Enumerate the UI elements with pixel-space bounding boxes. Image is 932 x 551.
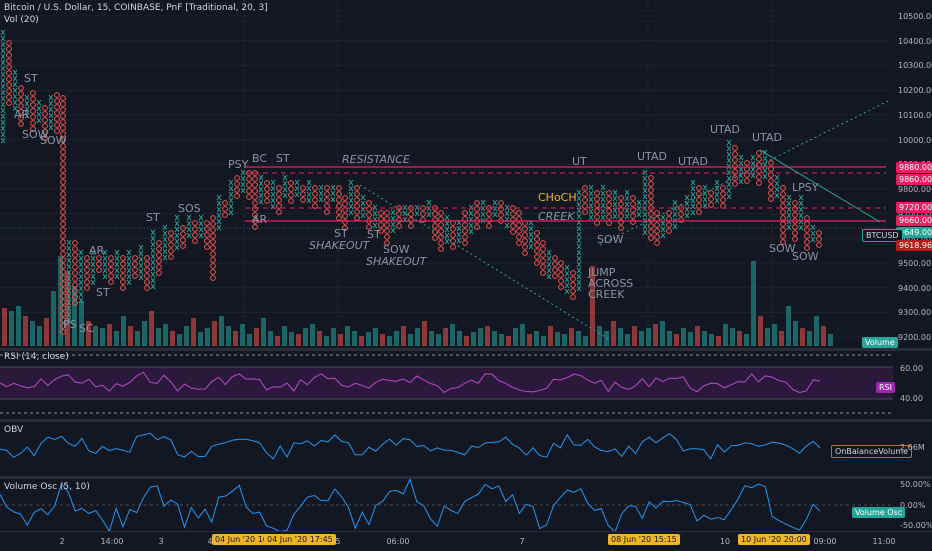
symbol-tag[interactable]: BTCUSD	[862, 229, 903, 242]
annotation-shakeout: SHAKEOUT	[366, 255, 427, 268]
vosc-tag: Volume Osc	[852, 507, 906, 518]
creek-price-tag: 9660.00	[896, 215, 932, 226]
vosc-title[interactable]: Volume Osc (5, 10)	[4, 482, 90, 492]
pane-separator[interactable]	[0, 419, 932, 422]
chart-title: Bitcoin / U.S. Dollar, 15, COINBASE, PnF…	[4, 3, 268, 13]
time-label: 5	[335, 537, 341, 546]
price-axis-label: 10400.00	[898, 36, 932, 46]
annotation-st: ST	[24, 72, 38, 85]
annotation-utad: UTAD	[637, 150, 667, 163]
annotation-ut: UT	[572, 155, 587, 168]
pane-separator[interactable]	[0, 348, 932, 351]
main-chart-pane[interactable]: Bitcoin / U.S. Dollar, 15, COINBASE, PnF…	[0, 0, 932, 348]
low-price-tag: 9618.96	[896, 240, 932, 251]
obv-canvas	[0, 432, 821, 460]
annotation-ar: AR	[89, 244, 105, 257]
annotation-ar: AR	[14, 108, 30, 121]
annotation-sow: SOW	[22, 128, 49, 141]
time-label: 7	[519, 537, 525, 546]
annotation-sos: SOS	[178, 202, 201, 215]
annotation-ar: AR	[252, 213, 268, 226]
annotation-utad: UTAD	[752, 131, 782, 144]
vosc-axis-0: 0.00%	[900, 501, 926, 510]
time-label: 2	[59, 537, 65, 546]
obv-title[interactable]: OBV	[4, 425, 24, 435]
vosc-axis-50: 50.00%	[900, 480, 931, 489]
annotation-st: ST	[367, 228, 381, 241]
obv-tag: OnBalanceVolume	[831, 445, 913, 458]
obv-pane[interactable]: OBV OnBalanceVolume 2.66M	[0, 422, 932, 476]
last-price-tag: 9649.00	[896, 227, 932, 238]
annotation-sow: SOW	[597, 233, 624, 246]
time-highlight-tag: 08 Jun '20 15:15	[608, 534, 680, 545]
annotation-jump: JUMP	[588, 266, 616, 279]
time-highlight-tag: 10 Jun '20 20:00	[738, 534, 810, 545]
annotation-sow: SOW	[40, 134, 67, 147]
time-label: 11:00	[872, 537, 896, 546]
volume-indicator-label[interactable]: Vol (20)	[4, 15, 39, 25]
vosc-canvas	[0, 479, 893, 531]
annotation-sc: SC	[79, 322, 94, 335]
time-label: 3	[158, 537, 164, 546]
time-label: 14:00	[100, 537, 124, 546]
rsi-tag: RSI	[876, 382, 895, 393]
annotation-utad: UTAD	[678, 155, 708, 168]
price-axis-label: 9200.00	[898, 333, 932, 343]
pnf-chart-canvas[interactable]	[0, 0, 932, 348]
obv-value: 2.66M	[900, 443, 925, 452]
rsi-axis-40: 40.00	[900, 394, 923, 403]
vosc-axis-minus50: -50.00%	[900, 521, 932, 530]
annotation-utad: UTAD	[710, 123, 740, 136]
price-axis-label: 9800.00	[898, 184, 932, 194]
annotation-st: ST	[276, 152, 290, 165]
price-axis-label: 10100.00	[898, 110, 932, 120]
annotation-shakeout: SHAKEOUT	[309, 239, 370, 252]
time-axis[interactable]	[0, 531, 932, 551]
trendline-dotted-down	[359, 184, 611, 341]
annotation-resistance: RESISTANCE	[342, 153, 410, 166]
annotation-across: ACROSS	[588, 277, 634, 290]
annotation-sow: SOW	[792, 250, 819, 263]
price-axis-label: 10300.00	[898, 61, 932, 71]
time-label: 09:00	[813, 537, 837, 546]
annotation-st: ST	[334, 227, 348, 240]
annotation-ps: PS	[63, 318, 77, 331]
price-axis-label: 9400.00	[898, 283, 932, 293]
time-label: 06:00	[386, 537, 410, 546]
annotation-creek: CREEK	[538, 210, 575, 223]
price-axis-label: 9700.00	[898, 210, 931, 219]
trendline-solid-down	[759, 149, 881, 223]
rsi-title[interactable]: RSI (14, close)	[4, 352, 69, 362]
volume-tag: Volume	[862, 337, 898, 348]
price-axis-label: 9500.00	[898, 259, 932, 268]
time-highlight-tag: 04 Jun '20 10:	[212, 534, 274, 545]
annotation-st: ST	[146, 211, 160, 224]
rsi-pane[interactable]: RSI (14, close) 60.00 40.00 RSI	[0, 351, 932, 419]
price-axis-label: 10500.00	[898, 12, 932, 21]
trendline-dotted-up	[599, 99, 891, 246]
annotation-psy: PSY	[228, 158, 249, 171]
annotation-st: ST	[96, 286, 110, 299]
annotation-sow: SOW	[769, 242, 796, 255]
price-axis-label: 10000.00	[898, 135, 932, 145]
time-highlight-tag: 04 Jun '20 17:45	[264, 534, 336, 545]
price-axis-label: 9600.00	[898, 234, 932, 244]
annotation-creek-jump: CREEK	[588, 288, 625, 301]
price-axis-label: 9300.00	[898, 308, 932, 318]
time-label: 4	[207, 537, 213, 546]
annotation-choch: CHoCH	[538, 191, 577, 204]
price-axis-label: 10200.00	[898, 86, 932, 96]
annotation-bc: BC	[252, 152, 268, 165]
volume-osc-pane[interactable]: Volume Osc (5, 10) 50.00% 0.00% -50.00% …	[0, 479, 932, 531]
annotation-lpsy: LPSY	[792, 181, 819, 194]
upper-dash-price-tag: 9860.00	[896, 174, 932, 185]
rsi-canvas	[0, 354, 893, 414]
resistance-price-tag: 9880.00	[896, 162, 932, 173]
time-label: 10	[719, 537, 731, 546]
lower-dash-price-tag: 9720.00	[896, 202, 932, 213]
rsi-axis-60: 60.00	[900, 364, 923, 373]
annotation-sow: SOW	[383, 243, 410, 256]
pane-separator[interactable]	[0, 476, 932, 479]
